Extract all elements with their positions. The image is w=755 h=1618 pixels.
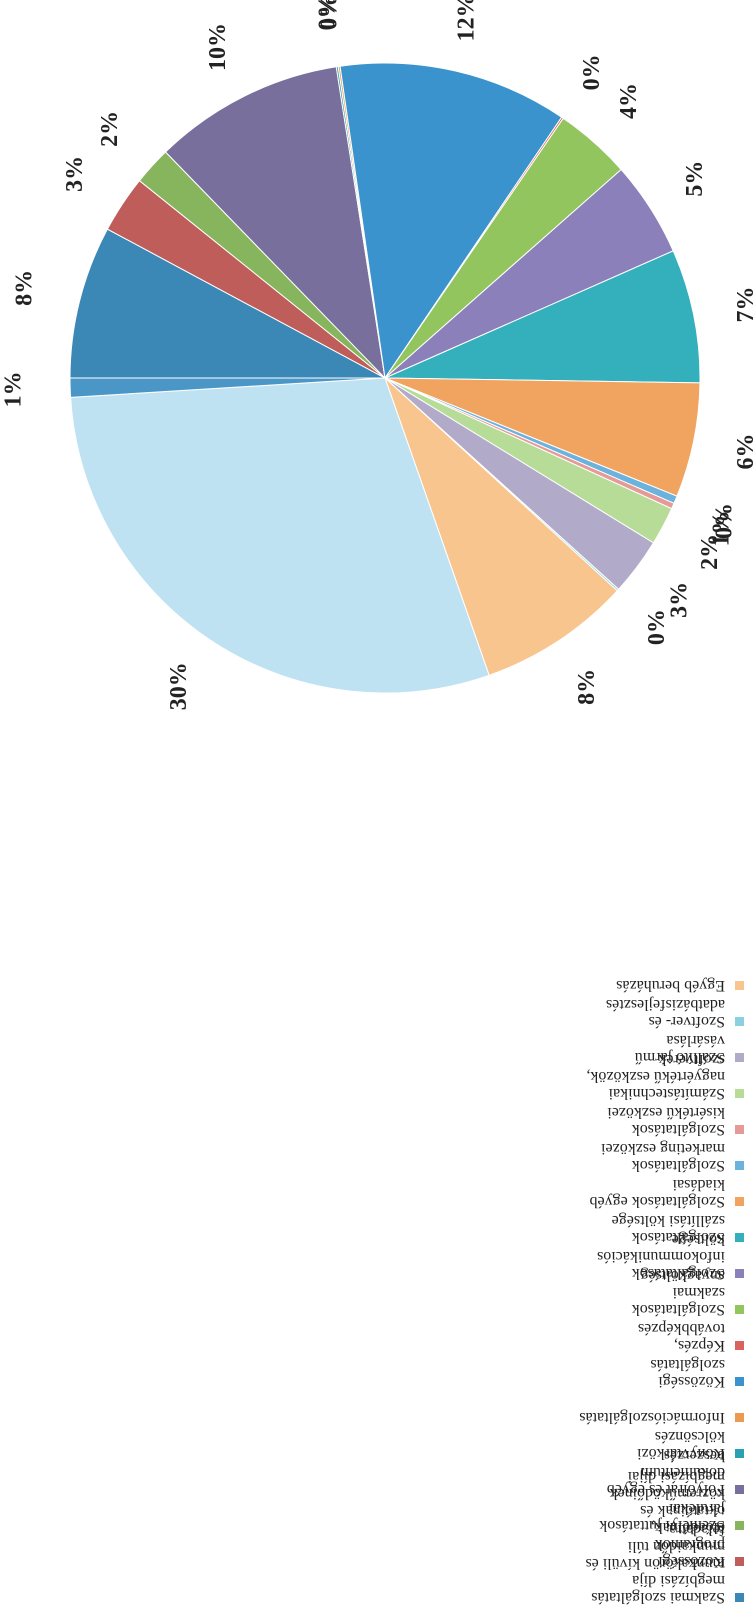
pie-label-8: 4% bbox=[616, 83, 642, 119]
pie-label-13: 1% bbox=[709, 510, 735, 546]
legend-item: Szolgáltatások egyéb kiadásai bbox=[585, 1176, 745, 1210]
pie-label-19: 1% bbox=[1, 371, 27, 407]
legend-item: Folyóirat és egyéb dokumentum beszerzés bbox=[585, 1447, 745, 1498]
pie-label-15: 3% bbox=[667, 582, 693, 618]
pie-label-18: 30% bbox=[166, 662, 192, 710]
chart-legend: Szakmai szolgáltatás megbízási díja munk… bbox=[579, 6, 745, 1606]
legend-swatch bbox=[735, 1521, 744, 1530]
legend-item: Szolgáltatások infokommunikációs költség… bbox=[585, 1231, 745, 1282]
pie-slice-10 bbox=[384, 250, 701, 384]
pie-label-6: 12% bbox=[454, 0, 480, 41]
legend-item: Képzés, továbbképzés bbox=[585, 1320, 745, 1354]
pie-label-16: 0% bbox=[644, 609, 670, 645]
pie-label-7: 0% bbox=[579, 54, 605, 90]
pie-slice-3 bbox=[164, 66, 386, 380]
legend-swatch bbox=[735, 1089, 744, 1098]
pie-label-10: 7% bbox=[733, 287, 755, 323]
legend-swatch bbox=[735, 1125, 744, 1134]
legend-item: Szakmai szolgáltatás megbízási díja munk… bbox=[585, 1521, 745, 1606]
legend-item: Közösségi programok előadóinak, oktatóin… bbox=[585, 1468, 745, 1570]
pie-slice-19 bbox=[69, 377, 386, 398]
legend-swatch bbox=[735, 1377, 744, 1386]
pie-label-0: 8% bbox=[12, 270, 38, 306]
pie-slice-18 bbox=[70, 377, 490, 694]
legend-swatch bbox=[735, 1017, 744, 1026]
legend-swatch bbox=[735, 1305, 744, 1314]
legend-swatch bbox=[735, 1593, 744, 1602]
pie-label-3: 10% bbox=[205, 23, 231, 71]
legend-swatch bbox=[735, 1053, 744, 1062]
pie-label-5: 0% bbox=[317, 0, 343, 30]
legend-item: Szoftver- és adatbázisfejlesztés bbox=[585, 996, 745, 1030]
pie-label-1: 3% bbox=[62, 156, 88, 192]
pie-slice-6 bbox=[339, 62, 563, 380]
legend-item: Számítástechnikai nagyértékű eszközök, s… bbox=[585, 1051, 745, 1102]
pie-label-11: 6% bbox=[733, 434, 755, 470]
legend-swatch bbox=[735, 1269, 744, 1278]
pie-slice-0 bbox=[69, 228, 386, 379]
legend-swatch bbox=[735, 1413, 744, 1422]
legend-swatch bbox=[735, 981, 744, 990]
pie-label-2: 2% bbox=[97, 111, 123, 147]
pie-label-4: 0% bbox=[314, 0, 340, 30]
pie-label-9: 5% bbox=[682, 161, 708, 197]
legend-swatch bbox=[735, 1449, 744, 1458]
legend-swatch bbox=[735, 1341, 744, 1350]
legend-item: Személyi juttatások járulékai bbox=[585, 1500, 745, 1534]
legend-item: Könyvtárközi kölcsönzés bbox=[585, 1428, 745, 1462]
legend-item: Szállító jármű vásárlása bbox=[585, 1032, 745, 1066]
pie-label-14: 2% bbox=[697, 534, 723, 570]
pie-slice-17 bbox=[384, 377, 618, 676]
legend-swatch bbox=[735, 1485, 744, 1494]
legend-swatch bbox=[735, 1557, 744, 1566]
legend-item: Szolgáltatások kisértékű eszközei bbox=[585, 1104, 745, 1138]
legend-item: Szolgáltatások szakmai anyagköltség bbox=[585, 1267, 745, 1318]
legend-label: Egyéb beruházás bbox=[616, 977, 725, 994]
legend-item: Szolgáltatások szállítási költsége bbox=[585, 1212, 745, 1246]
legend-item: Egyéb beruházás bbox=[585, 962, 745, 994]
legend-swatch bbox=[735, 1233, 744, 1242]
legend-item: Információszolgáltatás bbox=[579, 1394, 745, 1426]
legend-swatch bbox=[735, 1197, 744, 1206]
legend-item: Szolgáltatások marketing eszközei bbox=[585, 1140, 745, 1174]
pie-label-17: 8% bbox=[574, 669, 600, 705]
legend-item: Közösségi szolgáltatás bbox=[585, 1356, 745, 1390]
pie-label-12: 0% bbox=[712, 503, 738, 539]
legend-swatch bbox=[735, 1161, 744, 1170]
